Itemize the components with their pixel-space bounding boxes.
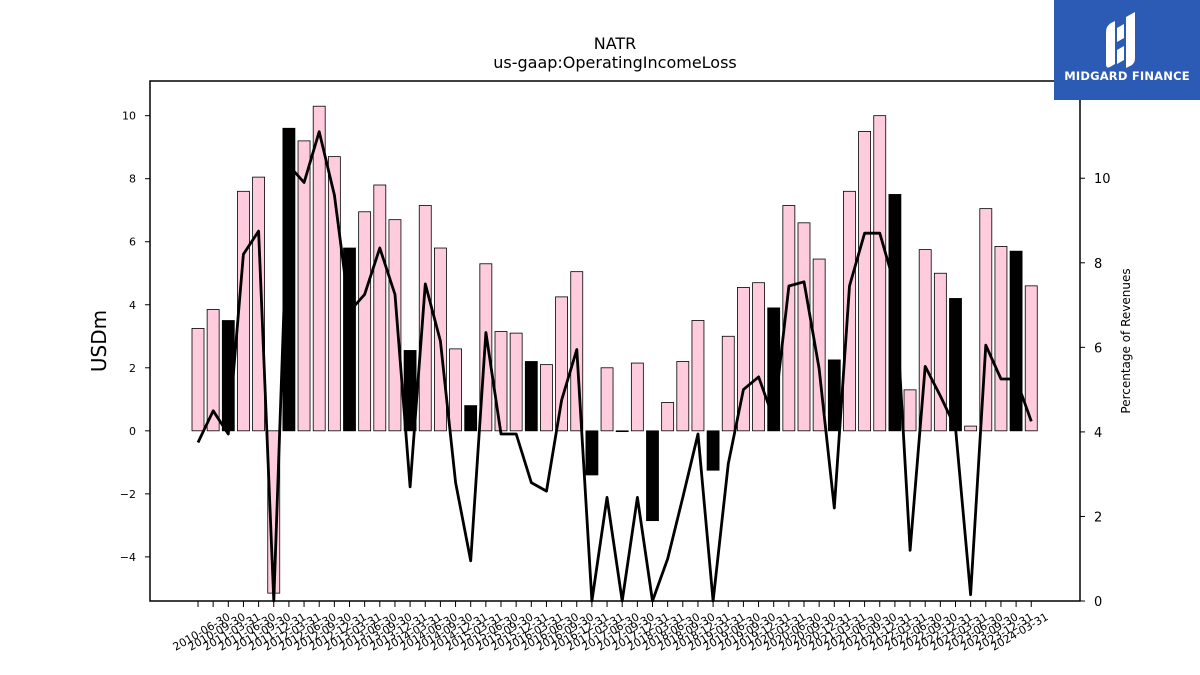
plot-frame [149, 80, 1081, 602]
bar [418, 205, 432, 432]
bar [721, 335, 735, 432]
y-tick-label: −2 [120, 488, 136, 501]
chart-subtitle: us-gaap:OperatingIncomeLoss [493, 53, 737, 72]
bar [585, 430, 599, 476]
logo: MIDGARD FINANCE [1054, 0, 1200, 100]
bar [888, 194, 902, 432]
chart-title: NATR [594, 34, 637, 53]
bar [737, 287, 750, 432]
bar [191, 327, 205, 432]
bar [843, 190, 856, 432]
bar [827, 359, 841, 432]
bar [706, 430, 720, 471]
bar [964, 425, 978, 432]
bar [782, 205, 796, 432]
bar [449, 348, 462, 432]
percentage-line [196, 130, 1033, 603]
y-tick-label: 2 [129, 362, 136, 375]
bar [691, 320, 705, 432]
y-axis-right: 0 2 4 6 8 10 [1080, 172, 1111, 610]
bar [903, 389, 917, 432]
bar [373, 184, 387, 432]
bar [388, 219, 402, 432]
y2-tick-label: 2 [1094, 510, 1102, 525]
bar [540, 364, 553, 432]
bar [630, 362, 644, 432]
y-tick-label: 6 [129, 236, 136, 249]
bar [524, 361, 538, 432]
bar [1024, 285, 1038, 432]
y2-tick-label: 4 [1094, 426, 1102, 441]
bar [1009, 250, 1023, 432]
bar [358, 211, 372, 432]
bar [555, 296, 568, 432]
y-axis-left: −4 −2 0 2 4 6 8 10 [120, 110, 150, 564]
logo-icon [1106, 12, 1135, 68]
y-tick-label: −4 [120, 551, 136, 564]
y2-tick-label: 8 [1094, 257, 1102, 272]
y2-tick-label: 6 [1094, 341, 1102, 356]
bar [206, 309, 220, 432]
bar [949, 298, 962, 432]
bar [282, 127, 296, 432]
bar [509, 332, 523, 432]
bar [918, 249, 932, 432]
bar [873, 115, 887, 432]
bar [661, 402, 675, 432]
bar [297, 140, 311, 432]
bar [312, 105, 326, 432]
bar [646, 430, 659, 522]
bar [494, 331, 508, 432]
bar [752, 282, 765, 432]
y-tick-label: 10 [122, 110, 136, 123]
bar [615, 430, 629, 433]
bar [252, 176, 266, 432]
bar [858, 131, 871, 432]
y2-tick-label: 10 [1094, 172, 1111, 187]
bar [600, 367, 614, 432]
y-tick-label: 0 [129, 425, 136, 438]
logo-text: MIDGARD FINANCE [1064, 69, 1190, 83]
bar [797, 222, 811, 432]
y-tick-label: 8 [129, 173, 136, 186]
bar [994, 246, 1008, 432]
y-axis-label: USDm [87, 310, 111, 372]
bars-layer [191, 105, 1038, 594]
y-tick-label: 4 [129, 299, 136, 312]
bar [464, 405, 478, 432]
y2-axis-label: Percentage of Revenues [1119, 268, 1133, 413]
y2-tick-label: 0 [1094, 595, 1102, 610]
x-axis: 2010-06-302010-09-302011-03-312011-06-30… [171, 601, 1051, 654]
bar [676, 361, 690, 432]
